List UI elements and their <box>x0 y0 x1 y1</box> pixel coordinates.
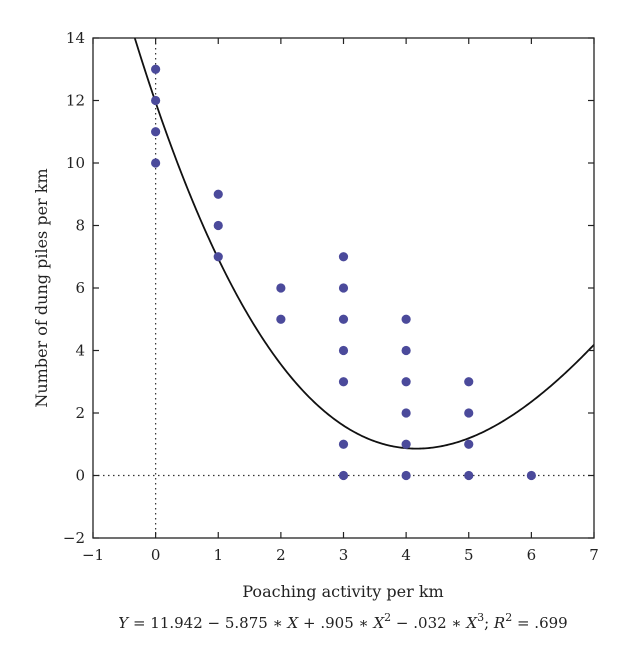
data-point <box>401 439 411 449</box>
data-point <box>213 189 223 199</box>
regression-equation: Y = 11.942 − 5.875 ∗ X + .905 ∗ X2 − .03… <box>118 611 567 632</box>
x-tick-label: 5 <box>464 546 474 564</box>
data-point <box>151 64 161 74</box>
data-point <box>151 158 161 168</box>
y-tick-label: 0 <box>75 467 85 485</box>
x-tick-label: 2 <box>276 546 286 564</box>
x-axis-title: Poaching activity per km <box>242 582 443 601</box>
data-point <box>401 314 411 324</box>
data-point <box>464 439 474 449</box>
data-point <box>276 314 286 324</box>
data-point <box>338 283 349 293</box>
y-tick-label: 4 <box>75 342 85 360</box>
data-point <box>338 377 349 387</box>
data-point <box>151 95 161 106</box>
data-point <box>338 252 349 262</box>
y-tick-label: 12 <box>66 92 85 110</box>
x-tick-label: 4 <box>401 546 411 564</box>
x-tick-label: 3 <box>339 546 349 564</box>
data-point <box>401 408 411 418</box>
y-tick-label: 8 <box>75 217 85 235</box>
data-point <box>464 377 474 387</box>
data-point <box>338 439 349 449</box>
data-point <box>213 220 223 231</box>
data-point <box>526 470 536 481</box>
x-tick-label: 1 <box>213 546 223 564</box>
y-tick-label: 14 <box>66 29 85 47</box>
data-point <box>213 252 223 262</box>
fitted-curve <box>133 38 594 450</box>
y-tick-label: 10 <box>66 154 85 172</box>
x-tick-label: −1 <box>82 546 104 564</box>
data-point <box>401 345 411 356</box>
data-point <box>464 470 474 481</box>
y-tick-label: −2 <box>63 529 85 547</box>
data-point <box>151 127 161 137</box>
x-tick-label: 6 <box>527 546 537 564</box>
x-tick-label: 7 <box>589 546 599 564</box>
y-tick-label: 2 <box>75 404 85 422</box>
data-point <box>401 470 411 481</box>
y-tick-label: 6 <box>75 279 85 297</box>
x-tick-label: 0 <box>151 546 161 564</box>
data-point <box>276 283 286 293</box>
data-point <box>464 408 474 418</box>
data-point <box>338 314 349 324</box>
data-point <box>338 470 349 481</box>
data-point <box>338 345 349 356</box>
y-axis-title: Number of dung piles per km <box>32 168 51 407</box>
data-point <box>401 377 411 387</box>
